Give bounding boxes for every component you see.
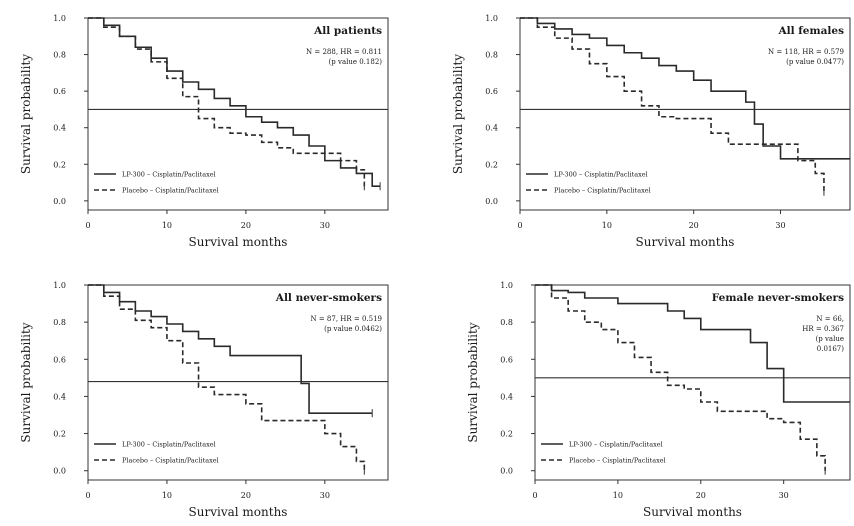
series-placebo-line (88, 17, 366, 187)
y-tick-label: 0.2 (500, 430, 513, 439)
x-tick-label: 20 (689, 221, 699, 230)
hr-annotation: N = 87, HR = 0.519 (310, 315, 382, 323)
y-axis-label: Survival probability (466, 322, 480, 442)
x-axis-label: Survival months (189, 505, 288, 519)
hr-annotation: (p value (816, 335, 844, 343)
y-axis-label: Survival probability (19, 54, 33, 174)
y-tick-label: 1.0 (53, 14, 66, 23)
y-tick-label: 0.4 (485, 124, 498, 133)
series-placebo-line (520, 17, 825, 192)
x-tick-label: 0 (517, 221, 522, 230)
x-tick-label: 0 (85, 221, 90, 230)
x-tick-label: 20 (696, 491, 706, 500)
y-tick-label: 0.8 (53, 318, 66, 327)
x-tick-label: 10 (162, 221, 172, 230)
x-tick-label: 20 (241, 221, 251, 230)
y-tick-label: 1.0 (500, 281, 513, 290)
y-tick-label: 0.0 (53, 197, 66, 206)
hr-annotation: (p value 0.0477) (786, 58, 844, 66)
x-axis-label: Survival months (643, 505, 742, 519)
series-lp300-line (535, 284, 850, 403)
chart-panel-1: 0.0 0.2 0.4 0.6 0.8 1.0 0 10 20 30 Survival months… (19, 14, 389, 249)
x-tick-label: 30 (775, 221, 785, 230)
chart-panel-3: 0.0 0.2 0.4 0.6 0.8 1.0 0 10 20 30 Survival months… (19, 281, 389, 519)
y-tick-label: 0.2 (53, 160, 66, 169)
y-tick-label: 0.2 (485, 160, 498, 169)
series-lp300-line (88, 284, 373, 414)
x-tick-label: 0 (532, 491, 537, 500)
y-tick-label: 0.6 (53, 355, 66, 364)
legend-label-placebo: Placebo – Cisplatin/Paclitaxel (569, 457, 666, 465)
y-axis-label: Survival probability (19, 322, 33, 442)
y-tick-label: 0.4 (53, 124, 66, 133)
y-tick-label: 0.4 (53, 392, 66, 401)
legend-label-placebo: Placebo – Cisplatin/Paclitaxel (554, 187, 651, 195)
hr-annotation: HR = 0.367 (802, 325, 844, 333)
series-placebo-line (88, 284, 366, 471)
legend-label-placebo: Placebo – Cisplatin/Paclitaxel (122, 187, 219, 195)
y-tick-label: 0.8 (53, 51, 66, 60)
x-axis-label: Survival months (189, 235, 288, 249)
hr-annotation: N = 118, HR = 0.579 (768, 48, 844, 56)
x-tick-label: 30 (320, 491, 330, 500)
x-axis-label: Survival months (636, 235, 735, 249)
y-tick-label: 0.6 (53, 87, 66, 96)
y-tick-label: 0.4 (500, 392, 513, 401)
panel-title: Female never-smokers (712, 292, 844, 304)
y-tick-label: 0.2 (53, 430, 66, 439)
chart-panel-2: 0.0 0.2 0.4 0.6 0.8 1.0 0 10 20 30 Survival months… (451, 14, 851, 249)
panel-title: All patients (313, 25, 382, 37)
x-tick-label: 10 (162, 491, 172, 500)
legend-label-lp300: LP-300 – Cisplatin/Paclitaxel (122, 441, 216, 449)
hr-annotation: N = 66, (816, 315, 844, 323)
legend-label-lp300: LP-300 – Cisplatin/Paclitaxel (569, 441, 663, 449)
legend-label-lp300: LP-300 – Cisplatin/Paclitaxel (122, 171, 216, 179)
y-tick-label: 0.8 (500, 318, 513, 327)
y-tick-label: 0.6 (500, 355, 513, 364)
y-tick-label: 0.6 (485, 87, 498, 96)
y-tick-label: 1.0 (53, 281, 66, 290)
x-tick-label: 10 (613, 491, 623, 500)
y-axis-label: Survival probability (451, 54, 465, 174)
y-tick-label: 0.8 (485, 51, 498, 60)
series-lp300-line (520, 17, 850, 160)
hr-annotation: 0.0167) (817, 345, 844, 353)
y-tick-label: 0.0 (485, 197, 498, 206)
hr-annotation: (p value 0.0462) (324, 325, 382, 333)
plot-frame (519, 17, 851, 211)
x-tick-label: 30 (320, 221, 330, 230)
plot-frame (87, 17, 389, 211)
x-tick-label: 0 (85, 491, 90, 500)
y-tick-label: 0.0 (500, 467, 513, 476)
y-tick-label: 0.0 (53, 467, 66, 476)
series-placebo-line (535, 284, 826, 471)
x-tick-label: 20 (241, 491, 251, 500)
panel-title: All females (778, 25, 845, 37)
series-lp300-line (88, 17, 381, 188)
y-tick-label: 1.0 (485, 14, 498, 23)
plot-frame (87, 284, 389, 481)
x-tick-label: 10 (602, 221, 612, 230)
legend-label-placebo: Placebo – Cisplatin/Paclitaxel (122, 457, 219, 465)
x-tick-label: 30 (779, 491, 789, 500)
hr-annotation: (p value 0.182) (329, 58, 383, 66)
legend-label-lp300: LP-300 – Cisplatin/Paclitaxel (554, 171, 648, 179)
chart-panel-4: 0.0 0.2 0.4 0.6 0.8 1.0 0 10 20 30 Survival months… (466, 281, 851, 519)
panel-title: All never-smokers (275, 292, 382, 304)
plot-frame (534, 284, 851, 481)
hr-annotation: N = 288, HR = 0.811 (306, 48, 382, 56)
